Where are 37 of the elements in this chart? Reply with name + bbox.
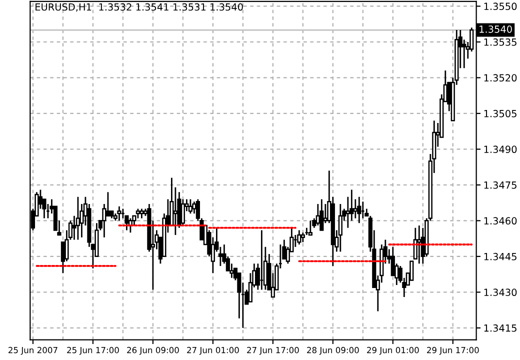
y-tick-label: 1.3475 (484, 181, 516, 189)
candlestick (346, 196, 350, 229)
y-tick-label: 1.3445 (484, 252, 516, 260)
x-tick-label: 26 Jun 09:00 (127, 346, 179, 355)
candlestick (180, 198, 185, 226)
candlestick (188, 198, 192, 214)
y-tick-label: 1.3520 (484, 74, 517, 82)
y-tick-label: 1.3490 (484, 146, 517, 154)
y-tick-label: 1.3415 (484, 324, 516, 332)
candlestick (297, 230, 302, 246)
x-tick-label: 29 Jun 01:00 (367, 346, 419, 355)
candlestick (353, 198, 358, 219)
candlestick (357, 196, 362, 224)
x-tick-label: 29 Jun 17:00 (427, 346, 479, 355)
candlestick (173, 186, 178, 236)
candlestick (320, 198, 324, 231)
x-tick-label: 25 Jun 17:00 (67, 346, 119, 355)
chart-title: EURUSD,H1 1.3532 1.3541 1.3531 1.3540 (36, 3, 243, 12)
x-tick-label: 25 Jun 2007 (8, 346, 58, 355)
candlestick (76, 196, 80, 240)
ref-line-label: 1.3540 (480, 26, 512, 33)
y-tick-label: 1.3535 (484, 38, 516, 46)
candlestick (462, 38, 466, 69)
x-tick-label: 27 Jun 17:00 (247, 346, 299, 355)
y-tick-label: 1.3460 (484, 217, 517, 225)
x-tick-label: 28 Jun 09:00 (307, 346, 359, 355)
candlestick (136, 208, 140, 219)
candlestick (308, 220, 312, 236)
candlestick (300, 232, 305, 243)
candlestick (338, 203, 342, 252)
candlestick (140, 208, 144, 219)
y-tick-label: 1.3505 (484, 110, 516, 118)
y-tick-label: 1.3550 (484, 2, 517, 10)
candlestick (417, 224, 422, 264)
x-tick-label: 27 Jun 01:00 (187, 346, 239, 355)
y-tick-label: 1.3430 (484, 288, 517, 296)
candlestick (117, 206, 122, 222)
